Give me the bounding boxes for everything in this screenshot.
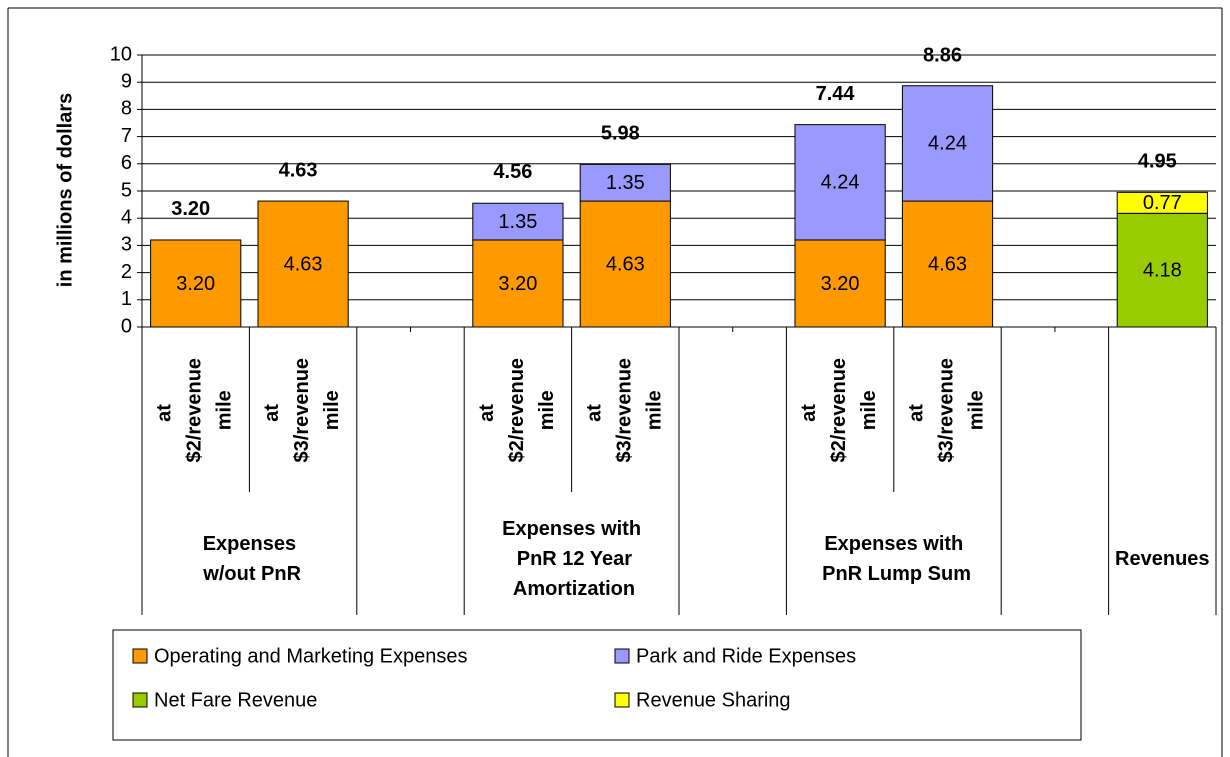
bar-segment [1116, 212, 1208, 328]
value-label: 4.63 [606, 253, 645, 275]
total-label: 4.63 [279, 159, 318, 181]
legend-label: Net Fare Revenue [154, 689, 317, 711]
y-tick-label: 7 [121, 125, 132, 147]
value-label: 3.20 [176, 273, 215, 295]
total-label: 4.56 [493, 161, 532, 183]
legend-label: Revenue Sharing [636, 689, 791, 711]
bar-segment [150, 239, 242, 328]
value-label: 3.20 [821, 273, 860, 295]
total-label: 3.20 [171, 198, 210, 220]
value-label: 4.24 [928, 133, 967, 155]
legend-label: Park and Ride Expenses [636, 645, 856, 667]
bar-segment [472, 202, 564, 241]
total-label: 8.86 [923, 44, 962, 66]
group-label: Expenses with PnR Lump Sum [817, 533, 971, 585]
value-label: 3.20 [498, 273, 537, 295]
bar-segment [901, 85, 994, 202]
value-label: 1.35 [606, 172, 645, 194]
total-label: 4.95 [1138, 151, 1177, 173]
value-label: 1.35 [498, 211, 537, 233]
legend-box [112, 629, 1082, 741]
legend-swatch [132, 692, 148, 708]
group-label: Expenses w/out PnR [198, 533, 302, 585]
y-axis-label: in millions of dollars [54, 93, 76, 287]
y-tick-label: 5 [121, 179, 132, 201]
total-label: 5.98 [601, 123, 640, 145]
y-tick-label: 2 [121, 261, 132, 283]
group-label: Revenues [1115, 548, 1210, 570]
value-label: 0.77 [1143, 192, 1182, 214]
bar-segment [1116, 191, 1208, 214]
legend-swatch [132, 648, 148, 664]
y-tick-label: 1 [121, 288, 132, 310]
y-tick-label: 6 [121, 152, 132, 174]
legend-swatch [614, 648, 630, 664]
legend-label: Operating and Marketing Expenses [154, 645, 468, 667]
y-tick-label: 9 [121, 70, 132, 92]
total-label: 7.44 [816, 83, 856, 105]
bar-segment [579, 163, 671, 202]
x-tick-label: at $2/revenue mile [154, 358, 236, 468]
legend-swatch [614, 692, 630, 708]
x-tick-label: at $3/revenue mile [906, 358, 988, 468]
bar-segment [794, 239, 886, 328]
value-label: 4.18 [1143, 259, 1182, 281]
bar-segment [257, 200, 349, 328]
bar-segment [794, 124, 886, 241]
x-tick-label: at $2/revenue mile [798, 358, 880, 468]
bar-segment [472, 239, 564, 328]
y-tick-label: 8 [121, 98, 132, 120]
bar-segment [579, 200, 671, 328]
value-label: 4.63 [284, 253, 323, 275]
y-tick-label: 10 [110, 43, 132, 65]
bar-segment [901, 200, 994, 328]
x-tick-label: at $3/revenue mile [261, 358, 343, 468]
value-label: 4.63 [928, 253, 967, 275]
y-tick-label: 0 [121, 315, 132, 337]
group-label: Expenses with PnR 12 Year Amortization [502, 518, 641, 600]
value-label: 4.24 [821, 172, 860, 194]
x-tick-label: at $2/revenue mile [476, 358, 558, 468]
x-tick-label: at $3/revenue mile [584, 358, 666, 468]
y-tick-label: 3 [121, 234, 132, 256]
y-tick-label: 4 [121, 206, 132, 228]
